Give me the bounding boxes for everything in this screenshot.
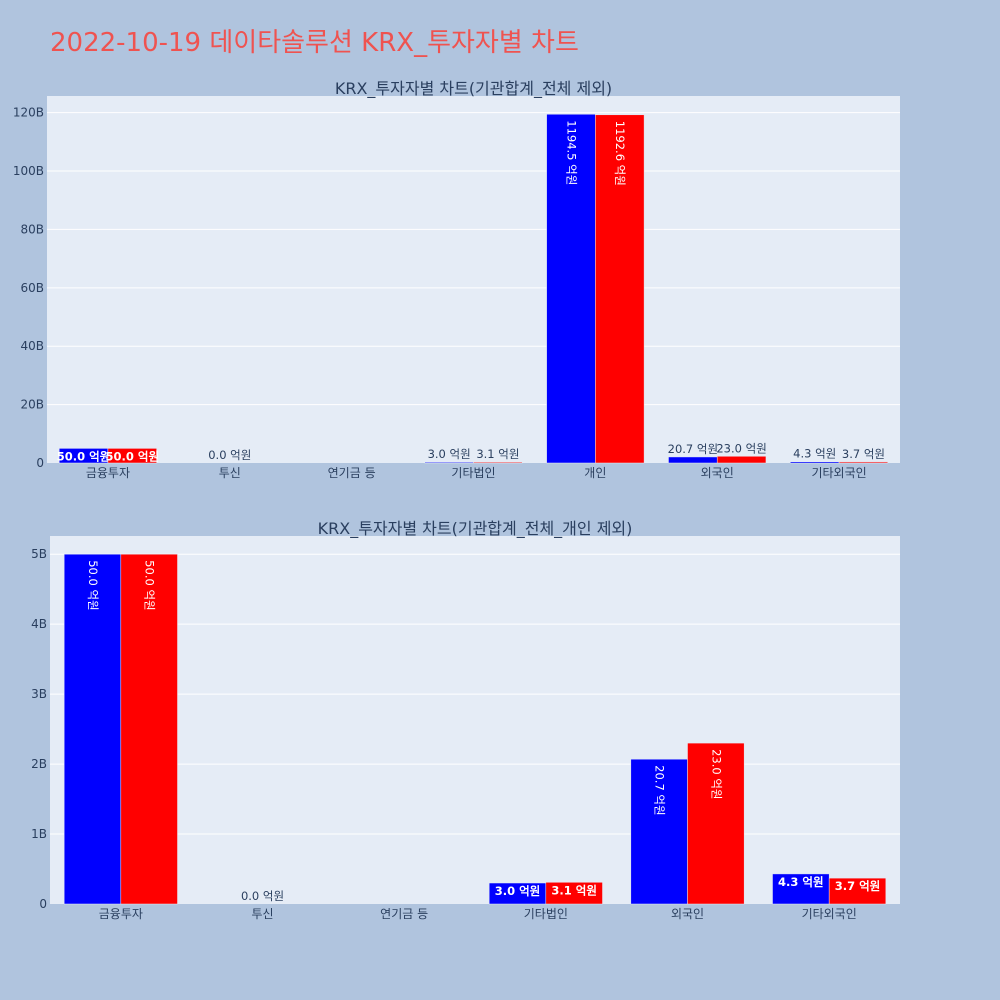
y-tick-label: 0	[36, 456, 44, 470]
y-tick-label: 60B	[20, 281, 44, 295]
y-tick-label: 2B	[31, 757, 47, 771]
y-tick-label: 1B	[31, 827, 47, 841]
bar	[473, 461, 523, 464]
bar	[545, 882, 603, 905]
y-tick-label: 100B	[13, 164, 44, 178]
y-tick-label: 3B	[31, 687, 47, 701]
y-tick-label: 5B	[31, 547, 47, 561]
chart-title: KRX_투자자별 차트(기관합계_전체_개인 제외)	[318, 519, 633, 539]
bar	[120, 553, 178, 905]
data-label: 4.3 억원	[778, 875, 824, 889]
bar	[716, 456, 767, 464]
bar	[63, 553, 122, 905]
y-tick-label: 0	[39, 897, 47, 911]
x-tick-label: 개인	[584, 466, 606, 480]
x-tick-label: 투신	[219, 466, 241, 480]
data-label: 23.0 억원	[716, 441, 766, 455]
bar	[595, 114, 645, 464]
data-label: 1192.6 억원	[613, 121, 627, 186]
x-tick-label: 기타법인	[451, 466, 495, 480]
x-tick-label: 기타외국인	[802, 907, 857, 921]
bar	[828, 877, 887, 905]
data-label: 50.0 억원	[57, 449, 111, 463]
chart-top: KRX_투자자별 차트(기관합계_전체 제외) 0 20B 40B 60B 80B 100B…	[13, 79, 900, 480]
x-tick-label: 외국인	[671, 907, 704, 921]
data-label: 0.0 억원	[241, 889, 284, 903]
x-tick-label: 금융투자	[99, 907, 143, 921]
bar	[838, 461, 889, 464]
plot-area	[50, 536, 900, 904]
x-tick-label: 연기금 등	[380, 907, 428, 921]
data-label: 3.7 억원	[842, 447, 885, 461]
data-label: 4.3 억원	[793, 447, 836, 461]
y-tick-label: 80B	[20, 222, 44, 236]
data-label: 3.1 억원	[476, 447, 519, 461]
y-tick-label: 40B	[20, 339, 44, 353]
x-tick-label: 기타외국인	[811, 466, 866, 480]
data-label: 20.7 억원	[653, 765, 667, 815]
data-label: 3.7 억원	[835, 879, 881, 893]
x-tick-label: 투신	[251, 907, 273, 921]
x-tick-label: 연기금 등	[328, 466, 376, 480]
x-tick-label: 금융투자	[86, 466, 130, 480]
data-label: 50.0 억원	[106, 449, 160, 463]
data-label: 20.7 억원	[668, 442, 718, 456]
data-label: 3.0 억원	[428, 447, 471, 461]
bar	[630, 758, 688, 905]
data-label: 1194.5 억원	[564, 120, 578, 185]
bar	[687, 742, 745, 905]
x-tick-label: 외국인	[701, 466, 734, 480]
data-label: 50.0 억원	[86, 560, 100, 610]
page-title: 2022-10-19 데이타솔루션 KRX_투자자별 차트	[50, 28, 579, 58]
data-label: 3.0 억원	[495, 884, 541, 898]
data-label: 0.0 억원	[208, 448, 251, 462]
data-label: 23.0 억원	[709, 749, 723, 799]
data-label: 50.0 억원	[143, 560, 157, 610]
chart-title: KRX_투자자별 차트(기관합계_전체 제외)	[335, 79, 612, 99]
plot-area	[47, 96, 900, 463]
y-tick-label: 20B	[20, 398, 44, 412]
bar	[107, 448, 157, 464]
y-tick-label: 4B	[31, 617, 47, 631]
x-tick-label: 기타법인	[524, 907, 568, 921]
data-label: 3.1 억원	[551, 883, 597, 897]
bar	[546, 113, 596, 464]
y-tick-label: 120B	[13, 106, 44, 120]
